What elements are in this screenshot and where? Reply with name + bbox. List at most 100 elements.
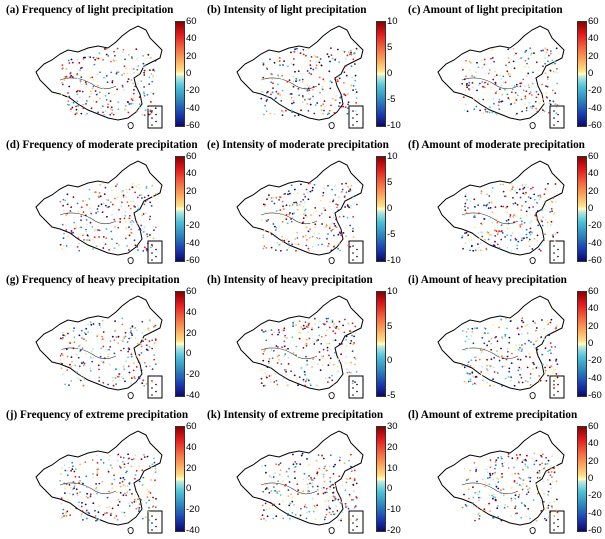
station-point — [105, 53, 108, 56]
station-point — [301, 101, 304, 104]
station-point — [475, 470, 477, 473]
station-point — [519, 224, 522, 227]
station-point — [140, 470, 142, 473]
station-point — [137, 361, 140, 363]
station-point — [302, 53, 305, 56]
station-point — [548, 111, 550, 114]
station-point — [281, 346, 283, 348]
station-point — [102, 462, 105, 464]
inset-island — [151, 515, 153, 517]
station-point — [349, 452, 351, 454]
station-point — [545, 358, 548, 361]
station-point — [498, 359, 501, 362]
station-point — [299, 72, 302, 75]
station-point — [278, 92, 281, 94]
station-point — [465, 479, 468, 481]
station-point — [145, 344, 148, 347]
station-point — [320, 342, 323, 345]
station-point — [294, 188, 296, 191]
station-point — [97, 364, 100, 367]
station-point — [294, 50, 297, 53]
station-point — [273, 98, 275, 101]
colorbar-tick: -10 — [387, 504, 401, 516]
station-point — [130, 98, 133, 100]
station-point — [276, 242, 279, 244]
colorbar-tick: -60 — [588, 525, 602, 536]
station-point — [302, 490, 305, 493]
station-point — [106, 506, 108, 509]
station-point — [90, 92, 93, 95]
station-point — [142, 340, 144, 343]
station-point — [288, 204, 291, 207]
station-point — [94, 515, 97, 517]
station-point — [111, 112, 113, 114]
station-point — [543, 338, 545, 340]
station-point — [305, 493, 307, 495]
station-point — [533, 237, 536, 240]
colorbar-tick: 0 — [387, 68, 393, 79]
station-point — [93, 63, 96, 66]
station-point — [124, 210, 127, 213]
inset-island — [557, 518, 559, 521]
station-point — [507, 202, 510, 204]
station-point — [78, 62, 81, 64]
station-point — [313, 477, 316, 480]
station-point — [352, 233, 355, 236]
station-point — [528, 206, 531, 209]
station-point — [555, 325, 558, 328]
station-point — [315, 61, 317, 64]
station-point — [268, 375, 271, 377]
station-point — [121, 323, 124, 326]
station-point — [514, 494, 517, 497]
station-point — [481, 231, 484, 234]
station-point — [78, 242, 80, 245]
station-point — [291, 233, 293, 236]
station-point — [349, 188, 352, 191]
station-point — [134, 337, 137, 339]
map-panel: (j) Frequency of extreme precipitation 60… — [2, 407, 202, 539]
station-point — [70, 58, 73, 61]
station-point — [101, 319, 104, 322]
station-point — [266, 95, 269, 98]
station-point — [549, 497, 552, 499]
station-point — [263, 229, 266, 232]
station-point — [477, 243, 479, 245]
station-point — [278, 60, 281, 62]
station-point — [551, 506, 554, 509]
station-point — [137, 249, 139, 251]
station-point — [295, 202, 298, 205]
station-point — [70, 230, 73, 232]
station-point — [305, 54, 307, 57]
station-point — [104, 512, 106, 515]
station-point — [136, 245, 139, 248]
station-point — [287, 489, 290, 491]
country-outline — [437, 160, 565, 256]
station-point — [509, 75, 511, 78]
station-point — [132, 96, 135, 99]
station-point — [62, 515, 65, 518]
station-point — [77, 356, 80, 359]
station-point — [355, 62, 358, 65]
station-point — [83, 332, 86, 334]
colorbar-tick: -10 — [387, 120, 401, 131]
station-point — [336, 204, 339, 206]
station-point — [550, 207, 553, 210]
station-point — [347, 185, 349, 188]
station-point — [66, 203, 69, 206]
country-outline — [35, 160, 163, 256]
station-point — [261, 329, 263, 331]
station-point — [324, 491, 327, 494]
station-point — [544, 366, 546, 369]
station-point — [524, 51, 527, 53]
station-point — [279, 469, 282, 472]
station-point — [548, 61, 551, 64]
station-point — [61, 467, 63, 470]
china-map — [437, 25, 565, 130]
station-point — [513, 54, 516, 57]
station-point — [496, 114, 499, 116]
station-point — [329, 488, 331, 491]
station-point — [476, 480, 478, 483]
station-point — [306, 102, 309, 105]
station-point — [550, 471, 553, 473]
station-point — [350, 371, 352, 374]
